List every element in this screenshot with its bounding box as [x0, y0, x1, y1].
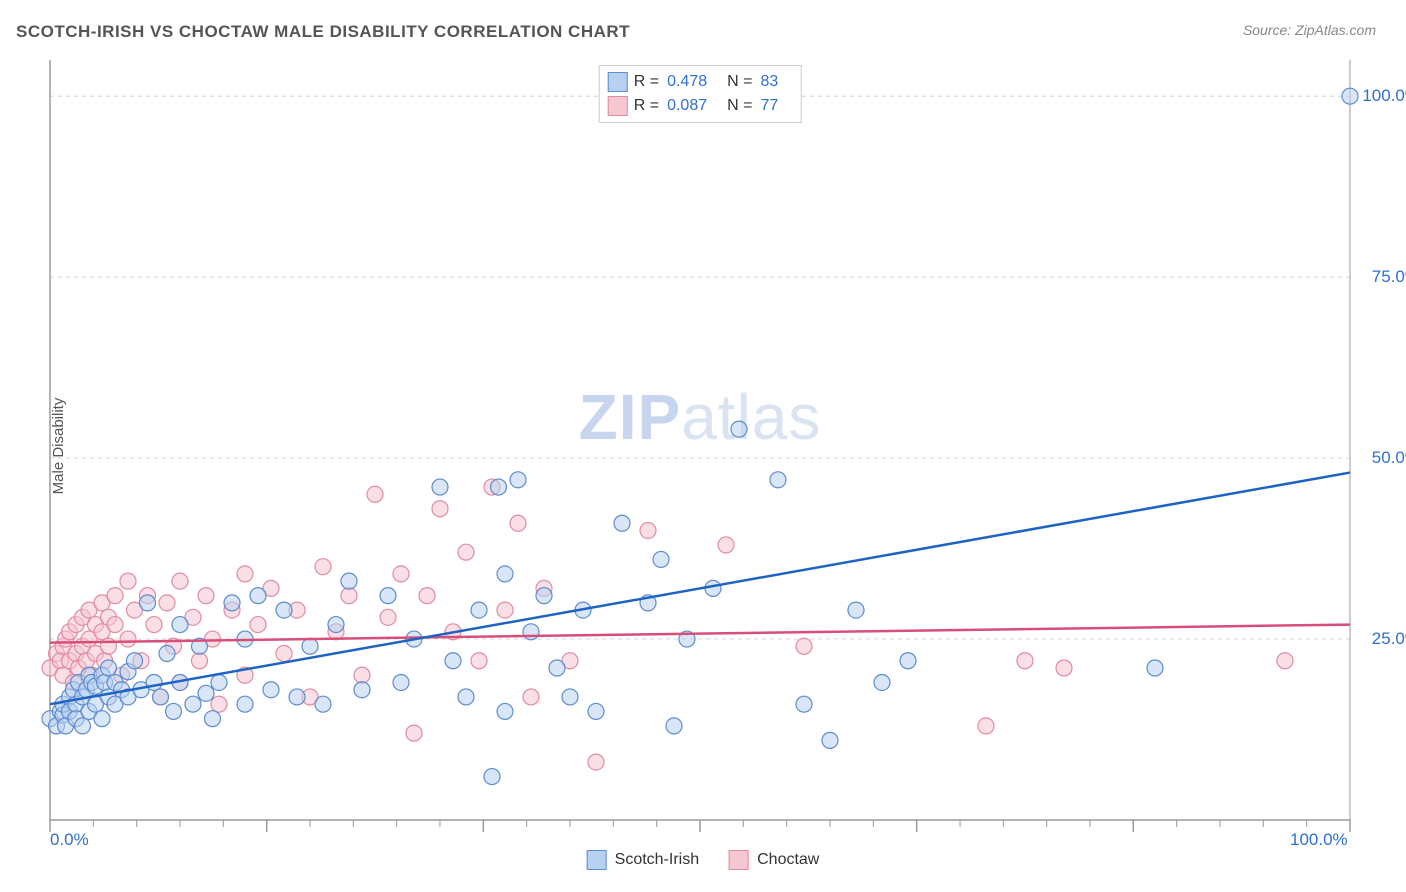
- chart-title: SCOTCH-IRISH VS CHOCTAW MALE DISABILITY …: [16, 22, 630, 42]
- y-tick-label: 75.0%: [1372, 267, 1406, 287]
- legend-series: Scotch-Irish Choctaw: [587, 850, 820, 870]
- legend-row-1: R = 0.478 N = 83: [608, 70, 793, 94]
- legend-item-2: Choctaw: [729, 850, 819, 870]
- legend-row-2: R = 0.087 N = 77: [608, 94, 793, 118]
- legend-item-1: Scotch-Irish: [587, 850, 699, 870]
- r-label-1: R =: [634, 73, 659, 91]
- y-tick-label: 50.0%: [1372, 448, 1406, 468]
- plot-area: ZIPatlas R = 0.478 N = 83 R = 0.087 N = …: [50, 60, 1350, 820]
- source-label: Source:: [1243, 22, 1295, 38]
- n-value-1: 83: [760, 73, 778, 91]
- y-tick-label: 25.0%: [1372, 629, 1406, 649]
- y-tick-label: 100.0%: [1362, 86, 1406, 106]
- r-value-1: 0.478: [667, 73, 707, 91]
- n-label-2: N =: [727, 97, 752, 115]
- swatch-series2: [608, 96, 628, 116]
- chart-container: SCOTCH-IRISH VS CHOCTAW MALE DISABILITY …: [0, 0, 1406, 892]
- chart-svg: [50, 60, 1350, 820]
- n-label-1: N =: [727, 73, 752, 91]
- legend-item-1-label: Scotch-Irish: [615, 851, 699, 869]
- source-attribution: Source: ZipAtlas.com: [1243, 22, 1376, 38]
- n-value-2: 77: [760, 97, 778, 115]
- swatch-series1-bottom: [587, 850, 607, 870]
- r-label-2: R =: [634, 97, 659, 115]
- swatch-series2-bottom: [729, 850, 749, 870]
- legend-correlation: R = 0.478 N = 83 R = 0.087 N = 77: [599, 65, 802, 123]
- r-value-2: 0.087: [667, 97, 707, 115]
- swatch-series1: [608, 72, 628, 92]
- legend-item-2-label: Choctaw: [757, 851, 819, 869]
- x-tick-label: 100.0%: [1290, 830, 1348, 850]
- source-value: ZipAtlas.com: [1295, 22, 1376, 38]
- x-tick-label: 0.0%: [50, 830, 89, 850]
